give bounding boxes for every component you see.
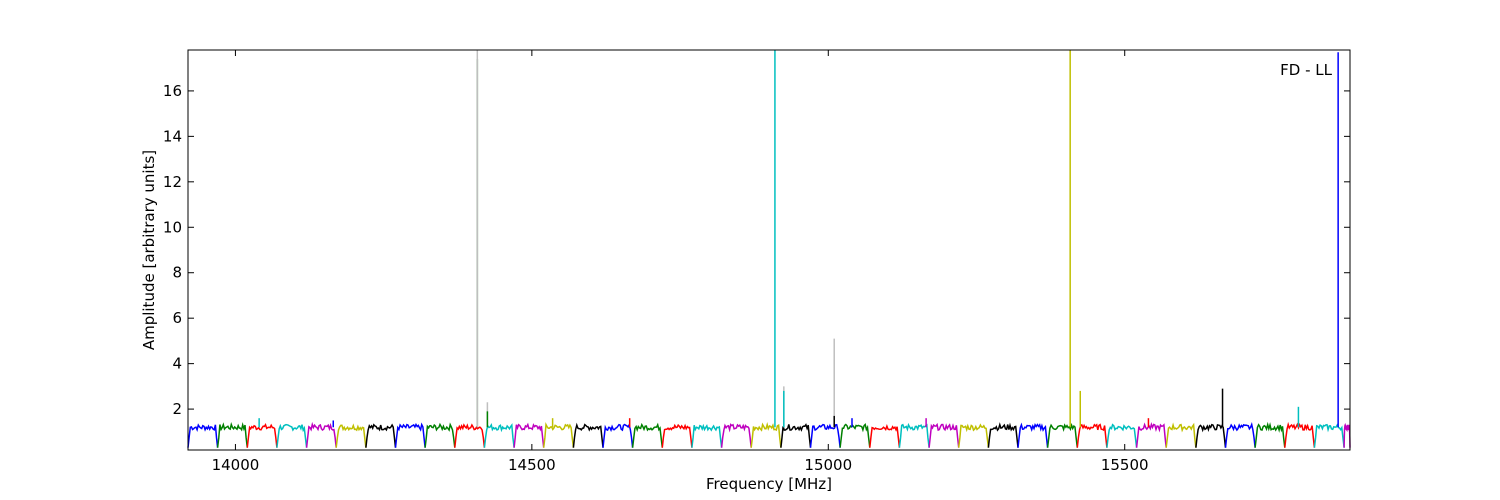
y-tick-label: 10 xyxy=(163,218,182,236)
spectral-window-line xyxy=(1343,422,1351,448)
spectral-window-line xyxy=(1165,422,1197,448)
spectral-window-line xyxy=(809,423,841,448)
spectral-window-line xyxy=(691,423,723,448)
y-tick-label: 4 xyxy=(172,355,182,373)
spectral-window-line xyxy=(1224,421,1256,448)
y-axis-label: Amplitude [arbitrary units] xyxy=(140,150,158,350)
spectral-window-line xyxy=(1046,422,1079,448)
spectral-window-line xyxy=(305,421,337,448)
spectral-window-line xyxy=(1076,423,1108,448)
x-tick-label: 14500 xyxy=(508,456,556,474)
spectral-window-line xyxy=(928,422,960,448)
y-axis-ticks: 2 4 6 8 10 12 14 16 xyxy=(163,82,1350,418)
spectral-window-line xyxy=(365,423,397,448)
spectral-window-line xyxy=(720,423,752,448)
spectral-window-line xyxy=(987,422,1019,448)
x-tick-label: 15000 xyxy=(804,456,852,474)
spectral-window-line xyxy=(898,422,930,448)
chart-annotation: FD - LL xyxy=(1280,61,1332,79)
spectral-window-line xyxy=(1284,421,1316,448)
spectral-window-line xyxy=(1135,422,1167,448)
spectral-window-line xyxy=(454,423,486,448)
y-tick-label: 16 xyxy=(163,82,182,100)
y-tick-label: 12 xyxy=(163,173,182,191)
x-tick-label: 15500 xyxy=(1101,456,1149,474)
spectral-window-line xyxy=(483,423,515,448)
spectral-window-line xyxy=(1254,421,1286,448)
spectral-window-line xyxy=(1195,423,1227,448)
plot-frame xyxy=(187,49,1351,451)
spectral-window-line xyxy=(513,422,545,448)
y-tick-label: 6 xyxy=(172,309,182,327)
spectral-window-line xyxy=(424,422,456,448)
spectral-window-line xyxy=(216,421,249,448)
spectral-window-line xyxy=(869,424,901,448)
spectral-window-line xyxy=(1017,422,1049,448)
spectral-window-line xyxy=(572,422,604,448)
spectral-window-line xyxy=(1313,423,1345,448)
spectral-window-line xyxy=(542,421,575,448)
spectral-window-line xyxy=(957,423,990,448)
spectral-window-line xyxy=(839,423,871,448)
y-tick-label: 8 xyxy=(172,264,182,282)
spectral-window-line xyxy=(631,422,664,448)
spectral-window-line xyxy=(187,423,219,448)
x-axis-ticks: 14000 14500 15000 15500 xyxy=(212,50,1149,474)
spectral-window-line xyxy=(602,422,634,448)
spectral-window-line xyxy=(750,421,782,448)
series-layer xyxy=(187,421,1351,448)
x-tick-label: 14000 xyxy=(212,456,260,474)
spectral-window-line xyxy=(246,422,278,448)
plot-background xyxy=(188,50,1350,450)
spike-layer xyxy=(258,50,1339,428)
y-tick-label: 2 xyxy=(172,400,182,418)
x-axis-label: Frequency [MHz] xyxy=(706,475,832,493)
spectral-window-line xyxy=(394,422,426,448)
spectral-window-line xyxy=(780,423,812,448)
spectral-window-line xyxy=(661,423,693,448)
y-tick-label: 14 xyxy=(163,127,182,145)
spectral-window-line xyxy=(335,423,367,448)
spectral-window-line xyxy=(1106,423,1138,448)
spectral-window-line xyxy=(276,423,308,448)
